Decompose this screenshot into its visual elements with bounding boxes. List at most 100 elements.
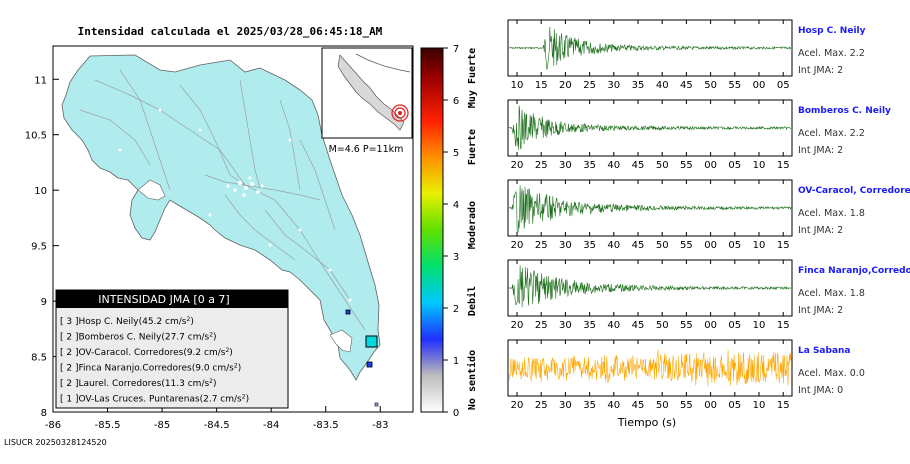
- wave-tick-label: 50: [704, 80, 717, 91]
- road-network: [79, 69, 366, 331]
- lon-tick-label: -85: [154, 420, 170, 431]
- colorbar-tick-label: 2: [453, 304, 459, 315]
- legend-item-value: (27.7 cm/s: [161, 333, 209, 343]
- wave-tick-label: 30: [559, 240, 572, 251]
- wave-tick-label: 05: [728, 240, 741, 251]
- waveform-panels: 10 15 20 25 30 35 40 45 50 55 00 05 Hosp C. Neily Ace…: [507, 19, 910, 411]
- wave-tick-label: 20: [511, 240, 524, 251]
- legend-item-close: ): [238, 364, 242, 374]
- wave-tick-label: 20: [511, 160, 524, 171]
- town-markers: [118, 108, 352, 302]
- legend-item-name: Finca Naranjo.Corredores: [78, 364, 192, 374]
- wave-tick-label: 00: [753, 80, 766, 91]
- wave-tick-label: 50: [656, 240, 669, 251]
- colorbar-category-label: Moderado: [467, 201, 478, 249]
- legend-item-level: [ 1 ]: [60, 395, 78, 405]
- wave-tick-label: 15: [777, 240, 790, 251]
- wave-tick-label: 55: [680, 400, 693, 411]
- map-frame: [52, 45, 414, 413]
- colorbar-tick-label: 3: [453, 252, 459, 263]
- station-acel-max: Acel. Max. 1.8: [798, 288, 865, 299]
- lon-tick-label: -84.5: [204, 420, 230, 431]
- legend-item-exp: 2: [225, 347, 229, 354]
- wave-tick-label: 40: [607, 160, 620, 171]
- peninsula-gulf: [137, 179, 166, 201]
- station-name: La Sabana: [798, 346, 851, 356]
- wave-tick-label: 15: [535, 80, 548, 91]
- lon-tick-label: -86: [45, 420, 61, 431]
- legend-item-close: ): [213, 333, 217, 343]
- legend-item-name: Bomberos C. Neily: [78, 333, 162, 343]
- wave-tick-label: 35: [583, 240, 596, 251]
- colorbar-tick-label: 5: [453, 148, 459, 159]
- colorbar-tick-label: 0: [453, 408, 459, 419]
- wave-tick-label: 20: [559, 80, 572, 91]
- legend-item-name: OV-Caracol. Corredores: [78, 348, 183, 358]
- colorbar-gradient: [420, 47, 444, 413]
- wave-tick-label: 10: [753, 320, 766, 331]
- legend-item-close: ): [190, 317, 194, 327]
- wave-xlabel: Tiempo (s): [617, 416, 676, 429]
- legend-box: [55, 289, 289, 409]
- lat-tick-label: 10: [34, 186, 47, 197]
- costa-rica-land: [61, 54, 381, 381]
- epicenter-dot: [398, 111, 402, 115]
- legend-item-level: [ 2 ]: [60, 364, 78, 374]
- legend-item-level: [ 2 ]: [60, 333, 78, 343]
- wave-tick-label: 00: [704, 400, 717, 411]
- lat-tick-label: 11: [34, 75, 47, 86]
- wave-tick-label: 05: [777, 80, 790, 91]
- wave-tick-label: 40: [607, 240, 620, 251]
- legend-item-name: Laurel. Corredores: [78, 379, 161, 389]
- wave-tick-label: 40: [607, 400, 620, 411]
- wave-tick-label: 55: [728, 80, 741, 91]
- wave-tick-label: 00: [704, 320, 717, 331]
- wave-tick-label: 10: [753, 160, 766, 171]
- wave-tick-label: 50: [656, 400, 669, 411]
- wave-tick-label: 10: [753, 400, 766, 411]
- station-int-jma: Int JMA: 2: [798, 225, 843, 236]
- wave-tick-label: 45: [680, 80, 693, 91]
- wave-tick-label: 10: [753, 240, 766, 251]
- legend-item-exp: 2: [209, 378, 213, 385]
- wave-tick-label: 45: [632, 320, 645, 331]
- colorbar-category-label: No sentido: [466, 350, 478, 410]
- wave-tick-label: 00: [704, 240, 717, 251]
- legend-item-value: (11.3 cm/s: [161, 379, 209, 389]
- map-title: Intensidad calculada el 2025/03/28_06:45…: [78, 25, 383, 38]
- epicenter-ring-inner: [394, 107, 406, 119]
- legend-item: [ 2 ]OV-Caracol. Corredores(9.2 cm/s2): [60, 347, 233, 359]
- legend-item-exp: 2: [209, 331, 213, 338]
- intensity-colorbar: 0 1 2 3 4 5 6 7 No sentido Debil Moderado Fuerte Mu…: [420, 44, 478, 419]
- station-int-jma: Int JMA: 0: [798, 385, 843, 396]
- intensity-legend: INTENSIDAD JMA [0 a 7] [ 3 ]Hosp C. Neil…: [55, 289, 289, 409]
- wave-tick-label: 55: [680, 240, 693, 251]
- legend-item-level: [ 2 ]: [60, 348, 78, 358]
- wave-tick-label: 40: [656, 80, 669, 91]
- wave-tick-label: 55: [680, 160, 693, 171]
- legend-item-level: [ 3 ]: [60, 317, 78, 327]
- legend-item-close: ): [229, 348, 233, 358]
- colorbar-category-label: Fuerte: [467, 129, 478, 165]
- wave-tick-label: 15: [777, 400, 790, 411]
- legend-item-level: [ 2 ]: [60, 379, 78, 389]
- station-acel-max: Acel. Max. 0.0: [798, 368, 865, 379]
- wave-tick-label: 25: [535, 160, 548, 171]
- legend-item: [ 3 ]Hosp C. Neily(45.2 cm/s2): [60, 316, 194, 328]
- legend-header-bar: [56, 290, 288, 308]
- station-acel-max: Acel. Max. 2.2: [798, 48, 865, 59]
- wave-tick-label: 15: [777, 320, 790, 331]
- station-marker-finca-naranjo: [366, 361, 373, 368]
- lat-tick-label: 10.5: [25, 131, 47, 142]
- colorbar-tick-label: 1: [453, 356, 459, 367]
- lat-tick-label: 8.5: [31, 353, 47, 364]
- legend-item-close: ): [246, 395, 250, 405]
- wave-tick-label: 15: [777, 160, 790, 171]
- waveform-trace: [508, 185, 792, 233]
- legend-item-value: (9.0 cm/s: [192, 364, 234, 374]
- waveform-trace: [509, 265, 792, 308]
- latitude-axis: 11 10.5 10 9.5 9 8.5 8: [25, 75, 59, 419]
- legend-item-exp: 2: [234, 362, 238, 369]
- station-marker-hosp-c-neily: [365, 335, 378, 348]
